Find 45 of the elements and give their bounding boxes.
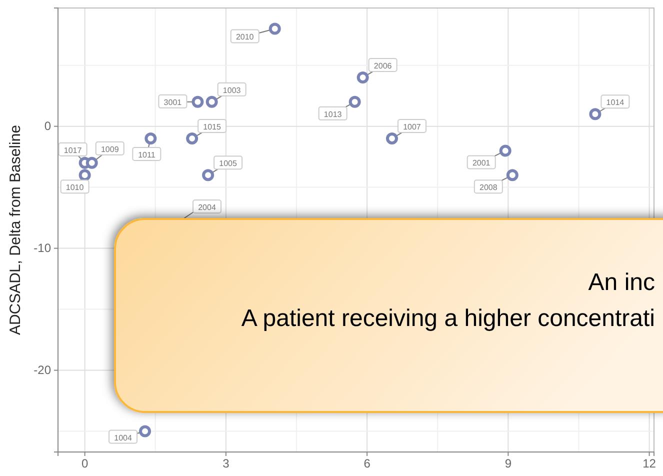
id-tag: 1015 (198, 119, 227, 134)
annotation: 1009 (100, 144, 120, 154)
annotation: 2001 (472, 158, 491, 168)
y-tick-label: -20 (34, 363, 52, 378)
id-tag: 2001 (466, 155, 496, 170)
annotation: 1007 (403, 122, 422, 132)
id-tag: 1007 (397, 119, 426, 134)
id-tag: 1013 (318, 106, 348, 120)
id-tag: 2004 (192, 200, 222, 214)
annotation: 1010 (66, 183, 84, 192)
annotation: 2010 (236, 32, 254, 42)
id-tag: 2006 (368, 58, 398, 72)
id-tag: 1010 (60, 180, 90, 194)
annotation: 1014 (606, 98, 625, 108)
annotation: 1015 (203, 122, 222, 132)
id-tag: 1004 (108, 430, 138, 444)
annotation: 1011 (138, 150, 156, 160)
annotation: 1013 (324, 110, 342, 119)
id-tag: 1011 (132, 147, 162, 162)
id-tag: 1009 (95, 141, 124, 156)
id-tag: 3001 (158, 94, 188, 108)
annotation: 1005 (219, 159, 238, 168)
annotation: 2004 (198, 203, 216, 212)
id-tag: 2008 (474, 180, 503, 194)
annotation: 2008 (480, 183, 498, 192)
annotation: A patient receiving a higher concentrati (241, 305, 655, 332)
id-tag: 2010 (230, 29, 260, 44)
annotation: An inc (588, 269, 655, 296)
x-tick-label: 9 (504, 456, 512, 471)
y-axis-title: ADCSADL, Delta from Baseline (7, 124, 24, 336)
annotation: 1003 (222, 86, 242, 95)
x-tick-label: 3 (222, 456, 230, 471)
annotation: 2006 (374, 62, 392, 71)
x-tick-label: 12 (642, 456, 656, 471)
x-tick-label: 6 (364, 456, 371, 471)
y-tick-label: 0 (44, 119, 52, 134)
annotation: 3001 (164, 98, 182, 107)
annotation: 1017 (64, 146, 82, 155)
x-tick-label: 0 (81, 456, 88, 471)
id-tag: 1005 (214, 156, 243, 170)
y-tick-label: -10 (34, 241, 52, 256)
annotation: 1004 (114, 433, 132, 442)
id-tag: 1017 (58, 142, 88, 156)
id-tag: 1003 (217, 82, 246, 96)
id-tag: 1014 (600, 94, 630, 109)
